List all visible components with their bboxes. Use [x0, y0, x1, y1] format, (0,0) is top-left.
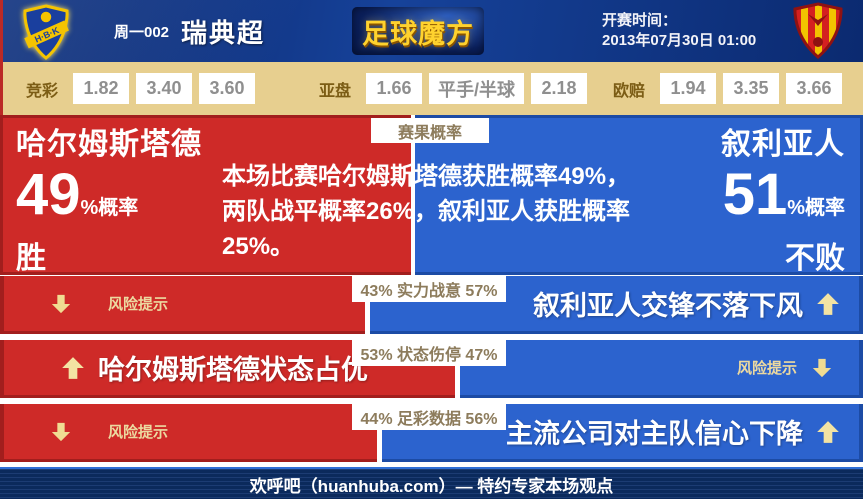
home-team-logo: H·B·K [16, 3, 76, 66]
up-arrow-icon [817, 292, 839, 315]
away-probability-block: 叙利亚人 51%概率 不败 [721, 125, 845, 278]
odds-group-yapan: 亚盘 1.66 平手/半球 2.18 [319, 73, 588, 104]
kickoff-datetime: 2013年07月30日 01:00 [602, 32, 757, 49]
up-arrow-icon [62, 356, 84, 379]
away-percent: 51 [722, 162, 788, 227]
away-bar: 风险提示 [460, 340, 863, 398]
match-code: 周一002 [114, 23, 170, 41]
odds-value: 1.82 [73, 73, 130, 104]
section-tag: 赛果概率 [371, 118, 489, 143]
odds-label-oupei: 欧赔 [613, 82, 646, 100]
away-probability-panel [415, 115, 863, 275]
up-arrow-icon [817, 420, 839, 443]
odds-value: 1.94 [660, 73, 717, 104]
home-percent-line: 49%概率 [16, 165, 202, 240]
away-team-logo [791, 2, 845, 65]
probability-summary: 本场比赛哈尔姆斯塔德获胜概率49%，两队战平概率26%，叙利亚人获胜概率25%。 [222, 163, 631, 260]
league-name: 瑞典超 [181, 17, 266, 48]
odds-value: 3.60 [199, 73, 256, 104]
home-team-name: 哈尔姆斯塔德 [16, 128, 202, 161]
row-metric-label: 43% 实力战意 57% [352, 276, 506, 302]
away-statement: 叙利亚人交锋不落下风 [533, 284, 859, 323]
away-team-name: 叙利亚人 [721, 128, 845, 161]
odds-label-jingcai: 竞彩 [26, 82, 59, 100]
away-percent-suffix: %概率 [787, 197, 845, 219]
home-risk-note: 风险提示 [4, 421, 168, 443]
kickoff-time: 开赛时间： 2013年07月30日 01:00 [602, 11, 756, 51]
odds-handicap: 平手/半球 [429, 73, 525, 104]
home-percent-suffix: %概率 [80, 197, 139, 219]
brand-logo-text: 足球魔方 [362, 18, 474, 49]
odds-label-yapan: 亚盘 [319, 82, 352, 100]
home-probability-panel [0, 115, 411, 275]
odds-group-oupei: 欧赔 1.94 3.35 3.66 [613, 73, 843, 104]
result-probability-section: 赛果概率 哈尔姆斯塔德 49%概率 胜 本场比赛哈尔姆斯塔德获胜概率49%，两队… [0, 115, 863, 275]
home-probability-block: 哈尔姆斯塔德 49%概率 胜 [16, 125, 202, 278]
odds-value: 3.66 [786, 73, 843, 104]
row-metric-label: 44% 足彩数据 56% [352, 404, 506, 430]
risk-label: 风险提示 [108, 424, 169, 441]
brand-logo[interactable]: 足球魔方 [352, 7, 484, 55]
comparison-row-form: 哈尔姆斯塔德状态占优 风险提示 53% 状态伤停 47% [0, 340, 863, 398]
header: H·B·K 周一002 瑞典超 足球魔方 开赛时间： 2013年07月30日 0… [0, 0, 863, 115]
away-statement: 主流公司对主队信心下降 [506, 412, 859, 451]
away-percent-line: 51%概率 [721, 165, 845, 240]
statement-text: 哈尔姆斯塔德状态占优 [98, 355, 368, 385]
odds-bar: 竞彩 1.82 3.40 3.60 亚盘 1.66 平手/半球 2.18 欧赔 … [0, 62, 863, 115]
risk-label: 风险提示 [108, 296, 169, 313]
left-edge-strip [0, 0, 3, 115]
odds-group-jingcai: 竞彩 1.82 3.40 3.60 [26, 73, 256, 104]
away-risk-note: 风险提示 [737, 357, 859, 379]
match-info: 周一002 瑞典超 [114, 0, 265, 62]
home-percent: 49 [16, 162, 81, 227]
odds-value: 2.18 [531, 73, 588, 104]
comparison-row-strength: 风险提示 叙利亚人交锋不落下风 43% 实力战意 57% [0, 276, 863, 334]
comparison-row-pools: 风险提示 主流公司对主队信心下降 44% 足彩数据 56% [0, 404, 863, 462]
odds-value: 3.40 [136, 73, 193, 104]
down-arrow-icon [51, 294, 71, 313]
away-verdict: 不败 [785, 242, 845, 275]
statement-text: 主流公司对主队信心下降 [506, 419, 803, 449]
odds-value: 1.66 [366, 73, 423, 104]
row-metric-label: 53% 状态伤停 47% [352, 340, 506, 366]
kickoff-label: 开赛时间： [602, 12, 678, 29]
footer-site-text[interactable]: 欢呼吧（huanhuba.com）— 特约专家本场观点 [249, 476, 614, 496]
down-arrow-icon [51, 422, 71, 441]
home-risk-note: 风险提示 [4, 293, 168, 315]
home-statement: 哈尔姆斯塔德状态占优 [4, 348, 368, 387]
odds-value: 3.35 [723, 73, 780, 104]
statement-text: 叙利亚人交锋不落下风 [533, 291, 803, 321]
home-verdict: 胜 [16, 242, 46, 275]
down-arrow-icon [812, 358, 832, 377]
home-bar: 风险提示 [0, 404, 377, 462]
risk-label: 风险提示 [736, 360, 797, 377]
footer: 欢呼吧（huanhuba.com）— 特约专家本场观点 [0, 467, 863, 499]
home-bar: 风险提示 [0, 276, 365, 334]
